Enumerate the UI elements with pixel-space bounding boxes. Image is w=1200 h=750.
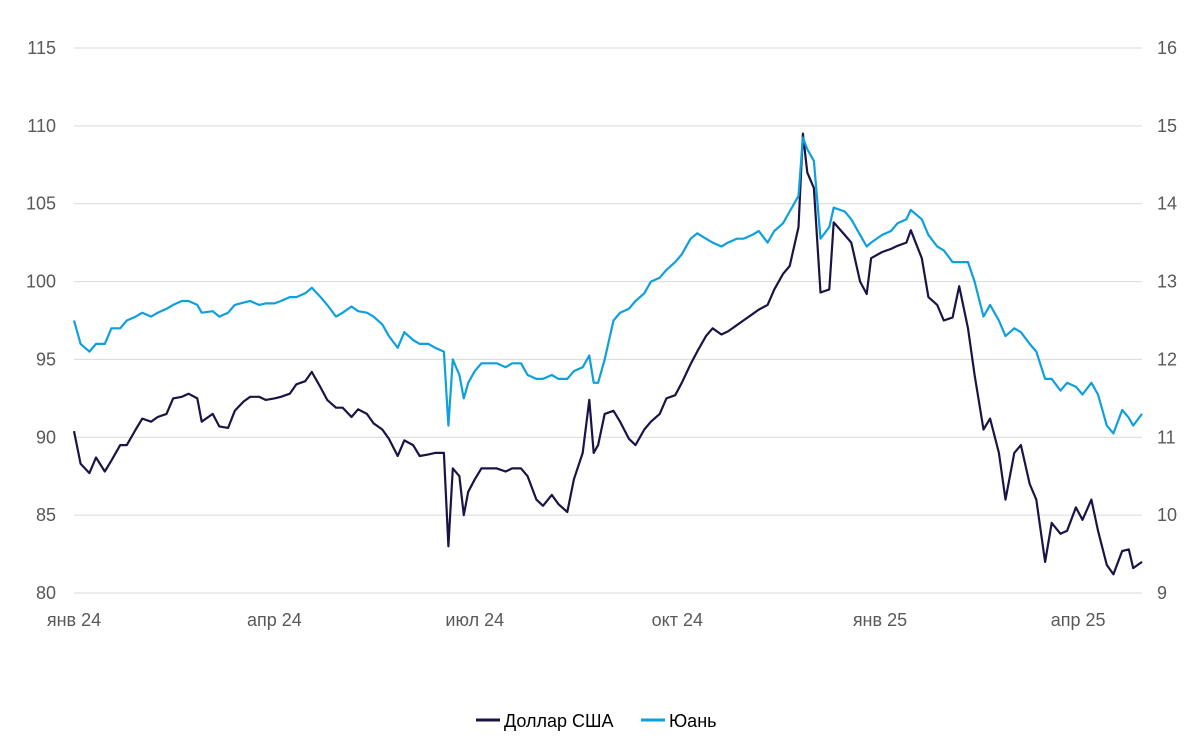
x-tick-label: янв 25 <box>853 610 907 630</box>
right-tick-label: 10 <box>1157 505 1177 525</box>
legend-label-cny: Юань <box>669 711 717 731</box>
series-lines <box>72 132 1143 576</box>
right-y-axis: 9 10 11 12 13 14 15 16 <box>1157 38 1177 603</box>
x-axis: янв 24 апр 24 июл 24 окт 24 янв 25 апр 25 <box>47 610 1106 630</box>
gridlines <box>74 47 1142 594</box>
series-line-cny <box>72 136 1143 435</box>
left-y-axis: 80 85 90 95 100 105 110 115 <box>26 38 56 603</box>
left-tick-label: 100 <box>26 272 56 292</box>
left-tick-label: 80 <box>36 583 56 603</box>
left-tick-label: 95 <box>36 349 56 369</box>
left-tick-label: 105 <box>26 194 56 214</box>
left-tick-label: 115 <box>27 38 56 58</box>
legend-label-usd: Доллар США <box>504 711 614 731</box>
x-tick-label: апр 24 <box>247 610 302 630</box>
left-tick-label: 85 <box>36 505 56 525</box>
legend-item-cny: Юань <box>641 711 717 731</box>
x-tick-label: окт 24 <box>652 610 703 630</box>
left-tick-label: 110 <box>27 116 56 136</box>
left-tick-label: 90 <box>36 427 56 447</box>
right-tick-label: 15 <box>1157 116 1177 136</box>
right-tick-label: 14 <box>1157 194 1177 214</box>
right-tick-label: 11 <box>1157 427 1176 447</box>
x-tick-label: июл 24 <box>445 610 504 630</box>
legend: Доллар США Юань <box>476 711 717 731</box>
series-line-usd <box>72 132 1143 576</box>
x-tick-label: апр 25 <box>1051 610 1106 630</box>
right-tick-label: 9 <box>1157 583 1167 603</box>
right-tick-label: 12 <box>1157 349 1177 369</box>
legend-item-usd: Доллар США <box>476 711 614 731</box>
x-tick-label: янв 24 <box>47 610 101 630</box>
right-tick-label: 16 <box>1157 38 1177 58</box>
right-tick-label: 13 <box>1157 272 1177 292</box>
